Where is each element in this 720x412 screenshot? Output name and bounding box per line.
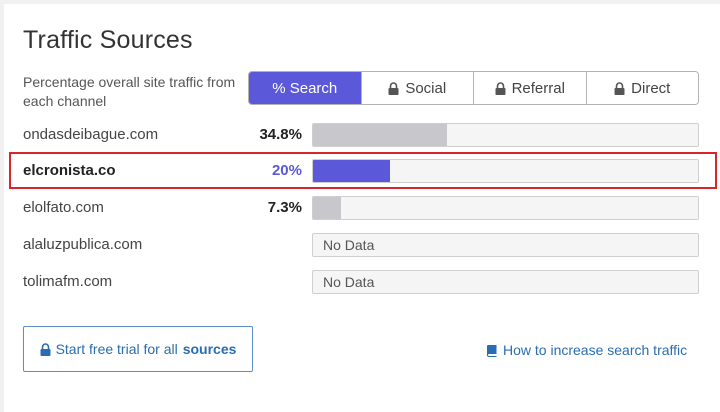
site-name: elcronista.co	[23, 162, 116, 179]
lock-icon	[40, 342, 51, 356]
tab-label: % Search	[272, 79, 338, 97]
percent-bar	[312, 159, 699, 183]
lock-icon	[495, 81, 506, 95]
list-item: elolfato.com 7.3%	[4, 191, 720, 227]
tab-label: Referral	[511, 79, 565, 97]
bar-fill	[313, 197, 342, 219]
trial-button-emphasis: sources	[182, 341, 237, 357]
list-item: alaluzpublica.com No Data	[4, 228, 720, 264]
tab-social[interactable]: Social	[360, 72, 473, 104]
list-item: tolimafm.com No Data	[4, 265, 720, 301]
site-name: ondasdeibague.com	[23, 126, 159, 143]
how-to-increase-link[interactable]: How to increase search traffic	[486, 342, 687, 358]
traffic-sources-card: Traffic Sources Percentage overall site …	[4, 4, 720, 412]
how-to-link-label: How to increase search traffic	[503, 342, 688, 358]
lock-icon	[614, 81, 625, 95]
bar-fill	[313, 160, 390, 182]
percent-value: 7.3%	[267, 199, 302, 216]
percent-value: 20%	[271, 162, 302, 179]
percent-value: 34.8%	[259, 126, 302, 143]
site-name: elolfato.com	[23, 199, 104, 216]
no-data-label: No Data	[323, 237, 375, 253]
tab-referral[interactable]: Referral	[473, 72, 586, 104]
tab-direct[interactable]: Direct	[585, 72, 698, 104]
bar-fill	[313, 124, 447, 146]
channel-tabs: % Search Social Referral Direct	[248, 71, 699, 105]
site-name: tolimafm.com	[23, 273, 113, 290]
highlight-annotation	[9, 152, 717, 189]
book-icon	[487, 344, 497, 357]
start-free-trial-button[interactable]: Start free trial for all sources	[23, 326, 253, 372]
no-data-label: No Data	[323, 274, 375, 290]
card-title: Traffic Sources	[23, 26, 193, 54]
percent-bar: No Data	[312, 233, 699, 257]
tab-search[interactable]: % Search	[249, 72, 361, 104]
lock-icon	[388, 81, 399, 95]
list-item: elcronista.co 20%	[4, 154, 720, 190]
site-name: alaluzpublica.com	[23, 236, 143, 253]
card-description: Percentage overall site traffic from eac…	[23, 74, 236, 109]
tab-label: Direct	[631, 79, 671, 97]
tab-label: Social	[405, 79, 447, 97]
list-item: ondasdeibague.com 34.8%	[4, 118, 720, 154]
percent-bar	[312, 196, 699, 220]
percent-bar	[312, 123, 699, 147]
percent-bar: No Data	[312, 270, 699, 294]
trial-button-label: Start free trial for all	[55, 341, 178, 357]
